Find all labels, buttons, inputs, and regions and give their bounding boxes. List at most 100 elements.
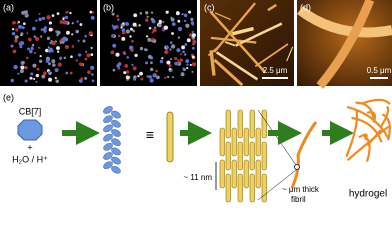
atom — [24, 66, 28, 70]
atom — [80, 77, 84, 81]
atom — [38, 46, 41, 49]
atom — [184, 43, 188, 46]
atom — [132, 22, 137, 27]
atom — [139, 11, 143, 15]
atom — [171, 76, 174, 79]
atom — [191, 70, 194, 73]
atom — [18, 41, 23, 46]
atom — [111, 12, 115, 16]
atom — [130, 27, 133, 31]
atom — [43, 29, 47, 33]
atom — [191, 46, 195, 50]
atom — [117, 18, 120, 21]
atom — [11, 28, 15, 31]
afm-fiber — [316, 0, 375, 89]
atom — [177, 62, 180, 65]
atom — [165, 45, 169, 49]
atom — [56, 46, 60, 51]
atom — [163, 25, 169, 30]
atom — [123, 71, 127, 75]
atom — [19, 45, 23, 49]
panel-b-image — [100, 0, 197, 86]
atom — [35, 73, 40, 78]
atom — [62, 37, 67, 42]
atom — [145, 19, 148, 22]
atom — [62, 17, 65, 21]
atom — [154, 26, 157, 29]
atom — [48, 21, 52, 25]
atom — [65, 30, 70, 35]
atom — [70, 55, 73, 59]
cb7-icon — [17, 119, 43, 141]
atom — [121, 36, 126, 41]
atom — [126, 56, 130, 59]
atom — [192, 39, 197, 45]
atom — [156, 75, 160, 80]
atom — [122, 22, 125, 25]
atom — [24, 79, 28, 83]
atom — [176, 59, 180, 62]
atom — [190, 21, 195, 25]
rod — [219, 127, 225, 157]
atom — [34, 36, 40, 42]
atom — [116, 64, 120, 68]
afm-fiber — [215, 51, 259, 81]
hydrogel-network — [345, 98, 391, 163]
rod — [219, 159, 225, 189]
atom — [84, 76, 88, 80]
atom — [125, 75, 130, 80]
atom — [125, 22, 129, 26]
atom — [147, 37, 152, 42]
atom — [25, 56, 29, 60]
atom — [10, 44, 14, 48]
atom — [185, 23, 190, 28]
atom — [176, 48, 181, 53]
atom — [30, 46, 34, 51]
atom — [170, 44, 176, 49]
atom — [179, 58, 184, 62]
atom — [148, 75, 152, 79]
zoom-line — [257, 109, 297, 166]
atom — [177, 36, 181, 39]
atom — [169, 41, 173, 44]
atom — [117, 35, 121, 38]
atom — [191, 33, 196, 38]
atom — [69, 71, 73, 75]
atom — [26, 32, 29, 35]
gel-fiber — [351, 116, 383, 143]
atom — [38, 59, 43, 63]
atom — [49, 47, 53, 52]
atom — [171, 32, 174, 35]
atom — [121, 31, 126, 35]
fibril-label: fibril — [291, 195, 306, 204]
atom — [21, 26, 25, 30]
chain-bead — [111, 138, 121, 147]
atom — [166, 75, 170, 79]
gel-fiber — [381, 113, 391, 141]
atom — [43, 71, 47, 76]
atom — [120, 26, 123, 29]
afm-fiber — [209, 50, 216, 76]
rod — [231, 159, 237, 189]
atom — [46, 15, 51, 20]
atom — [38, 12, 41, 15]
atom — [15, 28, 19, 32]
atom — [179, 53, 182, 56]
atom — [82, 39, 86, 43]
atom — [110, 50, 115, 55]
afm-fiber — [267, 3, 277, 12]
atom — [47, 49, 50, 52]
atom — [77, 39, 80, 42]
atom — [174, 56, 178, 61]
atom — [162, 20, 165, 24]
chain-bead — [111, 129, 121, 137]
atom — [161, 57, 164, 60]
gel-fiber — [345, 109, 359, 158]
atom — [20, 65, 25, 70]
scale-label: 0.5 μm — [367, 66, 392, 75]
rod — [249, 109, 255, 139]
atom — [39, 55, 42, 58]
atom — [76, 20, 79, 23]
atom — [64, 44, 70, 50]
gel-fiber — [346, 105, 390, 139]
